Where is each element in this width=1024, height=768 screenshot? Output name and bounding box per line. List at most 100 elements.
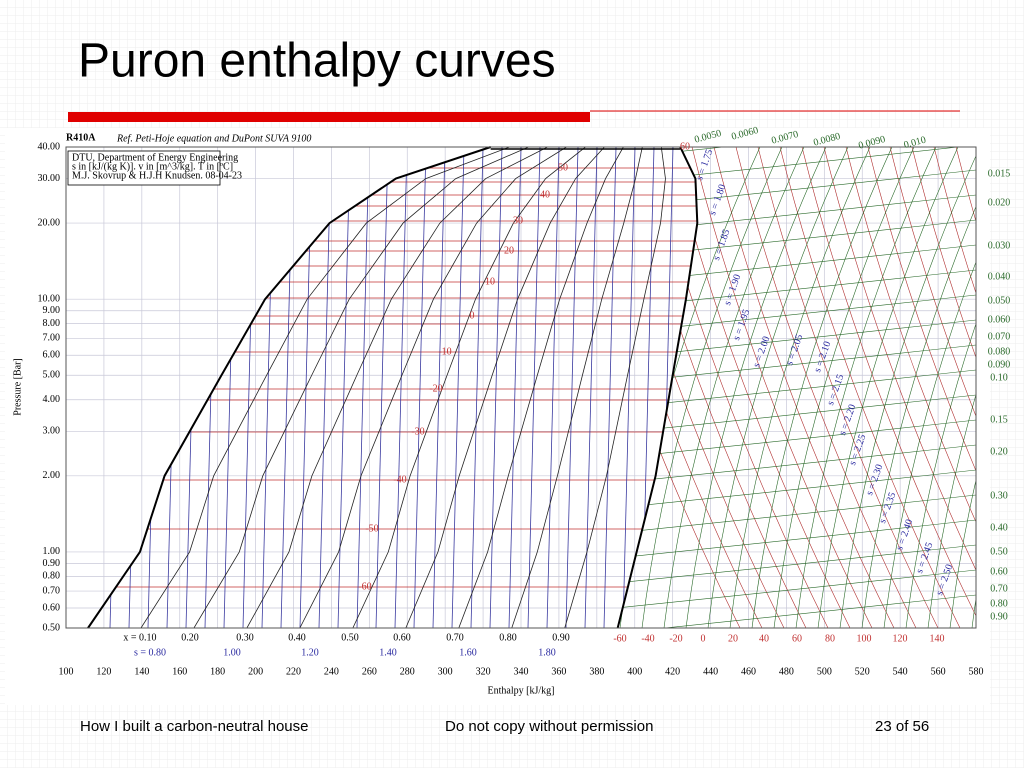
x-tick-label: 220 — [286, 666, 301, 677]
isochore — [617, 469, 976, 561]
isotherm — [757, 147, 939, 628]
temperature-label: -60 — [358, 581, 371, 592]
quality-label: 0.40 — [288, 632, 306, 643]
volume-label-right: 0.090 — [988, 359, 1011, 370]
quality-label: x = 0.10 — [123, 632, 156, 643]
y-axis-label: Pressure [Bar] — [12, 358, 23, 415]
x-tick-label: 260 — [362, 666, 377, 677]
isochore — [617, 419, 976, 511]
y-tick-label: 30.00 — [38, 173, 61, 184]
volume-label-right: 0.050 — [988, 295, 1011, 306]
isentrope — [584, 147, 598, 628]
quality-line — [246, 147, 548, 628]
isochore — [617, 394, 976, 486]
isotherm — [955, 147, 976, 628]
isentrope-vapor — [729, 147, 871, 628]
isochore — [617, 219, 976, 311]
y-tick-label: 3.00 — [43, 426, 61, 437]
isentrope — [622, 147, 636, 628]
isotherm — [779, 147, 961, 628]
quality-line — [458, 147, 624, 628]
saturation-line — [87, 146, 491, 629]
volume-label-right: 0.080 — [988, 346, 1011, 357]
bottom-temperature-label: 140 — [930, 633, 945, 644]
y-tick-label: 0.90 — [43, 558, 61, 569]
temperature-label: 10 — [485, 276, 495, 287]
volume-label-right: 0.70 — [990, 583, 1008, 594]
slide-title: Puron enthalpy curves — [78, 35, 556, 88]
saturation-line — [616, 146, 699, 629]
entropy-row-label: 1.80 — [538, 647, 556, 658]
isotherm — [801, 147, 976, 628]
isentrope-vapor — [707, 147, 849, 628]
x-tick-label: 480 — [779, 666, 794, 677]
quality-line — [352, 147, 586, 628]
quality-line — [299, 147, 567, 628]
isentrope — [451, 147, 465, 628]
x-tick-label: 560 — [931, 666, 946, 677]
entropy-row-label: 1.20 — [301, 647, 319, 658]
quality-label: 0.60 — [393, 632, 411, 643]
bottom-temperature-label: -40 — [641, 633, 654, 644]
volume-label-right: 0.10 — [990, 372, 1008, 383]
isentrope-vapor — [905, 147, 976, 628]
isentrope — [489, 147, 503, 628]
temperature-label: 20 — [504, 245, 514, 256]
y-tick-label: 5.00 — [43, 370, 61, 381]
y-tick-label: 9.00 — [43, 305, 61, 316]
isochore — [617, 594, 976, 628]
isentrope — [508, 147, 522, 628]
isochore — [617, 319, 976, 411]
x-tick-label: 160 — [172, 666, 187, 677]
isotherm — [889, 147, 976, 628]
footer-center: Do not copy without permission — [445, 718, 653, 735]
temperature-label: 30 — [513, 215, 523, 226]
isentrope-vapor — [883, 147, 976, 628]
entropy-row-label: 1.60 — [459, 647, 477, 658]
quality-label: 0.70 — [446, 632, 464, 643]
volume-label-right: 0.15 — [990, 414, 1008, 425]
temperature-label: 40 — [540, 189, 550, 200]
temperature-label: -30 — [411, 426, 424, 437]
isentrope — [356, 147, 370, 628]
quality-label: 0.20 — [181, 632, 199, 643]
info-text: s in [kJ/(kg K)]. v in [m^3/kg]. T in [º… — [72, 161, 233, 172]
info-text: DTU, Department of Energy Engineering — [72, 152, 238, 163]
bottom-temperature-label: 100 — [857, 633, 872, 644]
quality-line — [140, 147, 510, 628]
bottom-temperature-label: -20 — [669, 633, 682, 644]
quality-label: 0.50 — [341, 632, 359, 643]
temperature-label: 50 — [558, 162, 568, 173]
y-tick-label: 0.80 — [43, 571, 61, 582]
bottom-temperature-label: 0 — [701, 633, 706, 644]
temperature-label: -40 — [393, 474, 406, 485]
isentrope-vapor — [685, 147, 827, 628]
isochore — [617, 294, 976, 386]
chart-background — [5, 128, 990, 705]
isotherm — [845, 147, 976, 628]
volume-label-right: 0.030 — [988, 240, 1011, 251]
temperature-label: -50 — [365, 523, 378, 534]
bottom-temperature-label: 80 — [825, 633, 835, 644]
isotherm — [691, 147, 873, 628]
isentrope-vapor — [839, 147, 976, 628]
isentrope — [470, 147, 484, 628]
x-tick-label: 140 — [134, 666, 149, 677]
isotherm — [713, 147, 895, 628]
x-tick-label: 400 — [627, 666, 642, 677]
quality-label: 0.80 — [499, 632, 517, 643]
x-tick-label: 580 — [969, 666, 984, 677]
isochore — [617, 544, 976, 628]
entropy-row-label: s = 0.80 — [134, 647, 166, 658]
bottom-temperature-label: -60 — [613, 633, 626, 644]
chart: 40.00 30.00 20.00 10.009.00 8.00 7.00 6.00 5.00… — [5, 125, 1011, 705]
isentrope-vapor — [795, 147, 937, 628]
isentrope-vapor — [641, 147, 783, 628]
y-tick-label: 10.00 — [38, 293, 61, 304]
temperature-label: 60 — [680, 141, 690, 152]
temperature-label: -10 — [438, 346, 451, 357]
isentrope — [413, 147, 427, 628]
volume-label-right: 0.30 — [990, 490, 1008, 501]
isentrope-vapor — [773, 147, 915, 628]
title-bar — [68, 112, 590, 122]
